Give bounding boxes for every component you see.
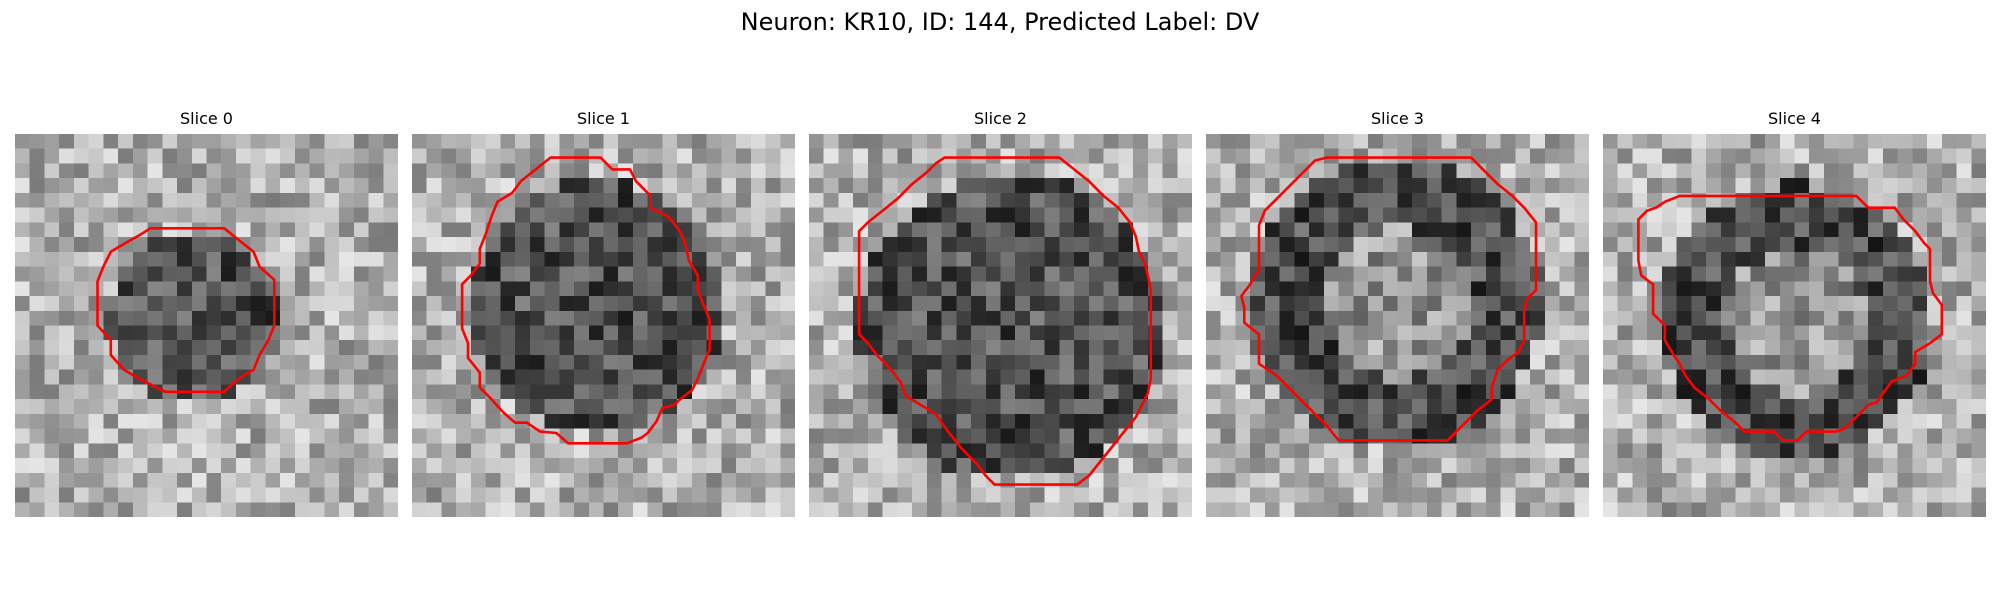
- slice-svg: [1603, 134, 1986, 517]
- panel-title: Slice 4: [1768, 109, 1821, 128]
- roi-contour: [460, 156, 711, 445]
- panel-title: Slice 0: [180, 109, 233, 128]
- pixel-texture: [1206, 134, 1589, 517]
- slice-svg: [412, 134, 795, 517]
- pixel-texture: [15, 134, 398, 517]
- panel-title: Slice 1: [577, 109, 630, 128]
- roi-contour: [1637, 194, 1944, 442]
- slice-image: [1603, 134, 1986, 517]
- slice-svg: [809, 134, 1192, 517]
- slice-svg: [15, 134, 398, 517]
- roi-contour: [857, 156, 1153, 486]
- roi-contour: [96, 227, 276, 394]
- slice-image: [412, 134, 795, 517]
- panel-title: Slice 2: [974, 109, 1027, 128]
- panel-title: Slice 3: [1371, 109, 1424, 128]
- slice-svg: [1206, 134, 1589, 517]
- slice-image: [1206, 134, 1589, 517]
- pixel-texture: [412, 134, 795, 517]
- pixel-texture: [1603, 134, 1986, 517]
- slice-image: [809, 134, 1192, 517]
- roi-contour: [1240, 156, 1538, 442]
- figure-title: Neuron: KR10, ID: 144, Predicted Label: …: [740, 8, 1260, 36]
- pixel-texture: [809, 134, 1192, 517]
- slice-image: [15, 134, 398, 517]
